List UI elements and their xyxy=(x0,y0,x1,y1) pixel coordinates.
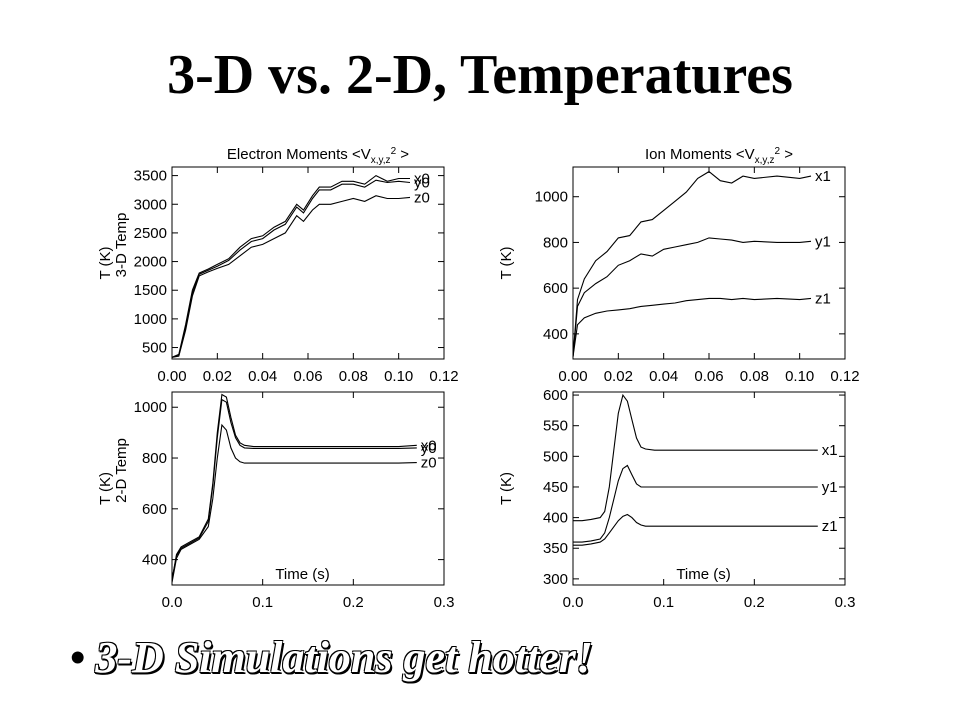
y-tick-label: 600 xyxy=(142,501,167,518)
x-tick-label: 0.08 xyxy=(740,368,769,385)
chart-title-sub: x,y,z xyxy=(755,155,775,166)
chart-title-sup: 2 xyxy=(391,146,397,157)
x-tick-label: 0.02 xyxy=(604,368,633,385)
series-line-z0 xyxy=(171,195,411,358)
slide-title: 3-D vs. 2-D, Temperatures xyxy=(167,44,793,106)
y-axis-label: T (K) xyxy=(97,246,114,279)
series-label-z0: z0 xyxy=(414,189,430,206)
chart-title: Electron Moments <Vx,y,z2 > xyxy=(227,146,409,166)
series-line-x1 xyxy=(573,393,818,522)
x-tick-label: 0.12 xyxy=(429,368,458,385)
series-label-x0: x0 xyxy=(421,437,437,454)
x-tick-label: 0.10 xyxy=(785,368,814,385)
y-tick-label: 800 xyxy=(543,234,568,251)
chart-p2d_ion: 0.0 0.1 0.2 0.3 300 350 400 450 500 550 600 T (K) Ti… xyxy=(498,387,855,611)
x-tick-label: 0.1 xyxy=(252,594,273,611)
chart-p3d_electron: 0.00 0.02 0.04 0.06 0.08 0.10 0.12 500 1000 1500 2… xyxy=(97,146,459,385)
x-tick-label: 0.12 xyxy=(830,368,859,385)
series-label-x0: x0 xyxy=(414,170,430,187)
y-tick-label: 2000 xyxy=(134,254,167,271)
y-tick-label: 600 xyxy=(543,387,568,404)
x-tick-label: 0.02 xyxy=(203,368,232,385)
x-axis-label: Time (s) xyxy=(676,566,730,583)
chart-title: Ion Moments <Vx,y,z2 > xyxy=(645,146,793,166)
x-tick-label: 0.06 xyxy=(694,368,723,385)
chart-title-sub: x,y,z xyxy=(371,155,391,166)
x-tick-label: 0.2 xyxy=(744,594,765,611)
plot-frame xyxy=(572,166,846,360)
chart-p3d_ion: 0.00 0.02 0.04 0.06 0.08 0.10 0.12 400 600 800 100… xyxy=(498,146,860,385)
series-label-z0: z0 xyxy=(421,455,437,472)
series-line-y0 xyxy=(171,398,417,581)
y-tick-label: 800 xyxy=(142,450,167,467)
x-tick-label: 0.3 xyxy=(835,594,856,611)
y-axis-label: T (K) xyxy=(498,246,515,279)
series-line-z1 xyxy=(573,513,818,546)
x-tick-label: 0.00 xyxy=(157,368,186,385)
y-tick-label: 3500 xyxy=(134,168,167,185)
y-tick-label: 450 xyxy=(543,479,568,496)
series-line-z1 xyxy=(572,297,812,357)
y-tick-label: 400 xyxy=(543,326,568,343)
y-axis-label: T (K) xyxy=(498,472,515,505)
chart-title-end: > xyxy=(396,146,409,163)
y-tick-label: 3000 xyxy=(134,196,167,213)
y-tick-label: 500 xyxy=(543,448,568,465)
plot-frame xyxy=(171,391,445,586)
x-tick-label: 0.04 xyxy=(649,368,678,385)
series-label-z1: z1 xyxy=(822,518,838,535)
x-tick-label: 0.00 xyxy=(558,368,587,385)
plot-frame xyxy=(572,391,846,586)
y-tick-label: 1000 xyxy=(134,399,167,416)
x-tick-label: 0.10 xyxy=(384,368,413,385)
x-tick-label: 0.04 xyxy=(248,368,277,385)
y-axis-label: T (K) xyxy=(97,472,114,505)
chart-p2d_electron: 0.0 0.1 0.2 0.3 400 600 800 1000 T (K) 2-D Temp Ti… xyxy=(97,391,455,611)
bullet-point: • 3-D Simulations get hotter! xyxy=(70,632,593,683)
x-tick-label: 0.0 xyxy=(563,594,584,611)
series-line-x0 xyxy=(171,393,417,580)
plot-frame xyxy=(171,166,445,360)
y-tick-label: 550 xyxy=(543,418,568,435)
x-tick-label: 0.3 xyxy=(434,594,455,611)
row-label: 3-D Temp xyxy=(113,213,130,278)
series-line-y0 xyxy=(171,179,411,358)
bullet-text: 3-D Simulations get hotter! xyxy=(95,633,593,682)
series-label-x1: x1 xyxy=(822,442,838,459)
y-tick-label: 300 xyxy=(543,571,568,588)
series-line-z0 xyxy=(171,423,417,583)
series-label-y1: y1 xyxy=(822,479,838,496)
chart-title-main: Electron Moments <V xyxy=(227,146,371,163)
series-line-y1 xyxy=(573,464,818,543)
series-line-y1 xyxy=(572,237,812,357)
x-axis-label: Time (s) xyxy=(275,566,329,583)
series-label-y0: y0 xyxy=(414,174,430,191)
y-tick-label: 1500 xyxy=(134,282,167,299)
chart-title-end: > xyxy=(780,146,793,163)
x-tick-label: 0.08 xyxy=(339,368,368,385)
y-tick-label: 1000 xyxy=(535,189,568,206)
series-label-y0: y0 xyxy=(421,440,437,457)
chart-title-main: Ion Moments <V xyxy=(645,146,755,163)
x-tick-label: 0.2 xyxy=(343,594,364,611)
series-line-x0 xyxy=(171,174,410,358)
series-label-z1: z1 xyxy=(815,290,831,307)
y-tick-label: 400 xyxy=(142,552,167,569)
series-label-x1: x1 xyxy=(815,168,831,185)
x-tick-label: 0.06 xyxy=(293,368,322,385)
y-tick-label: 500 xyxy=(142,340,167,357)
x-tick-label: 0.0 xyxy=(162,594,183,611)
row-label: 2-D Temp xyxy=(113,438,130,503)
chart-title-sup: 2 xyxy=(774,146,780,157)
y-tick-label: 400 xyxy=(543,510,568,527)
y-tick-label: 600 xyxy=(543,280,568,297)
y-tick-label: 2500 xyxy=(134,225,167,242)
bullet-marker: • xyxy=(70,633,86,682)
y-tick-label: 1000 xyxy=(134,311,167,328)
series-line-x1 xyxy=(572,170,812,357)
x-tick-label: 0.1 xyxy=(653,594,674,611)
series-label-y1: y1 xyxy=(815,233,831,250)
y-tick-label: 350 xyxy=(543,540,568,557)
